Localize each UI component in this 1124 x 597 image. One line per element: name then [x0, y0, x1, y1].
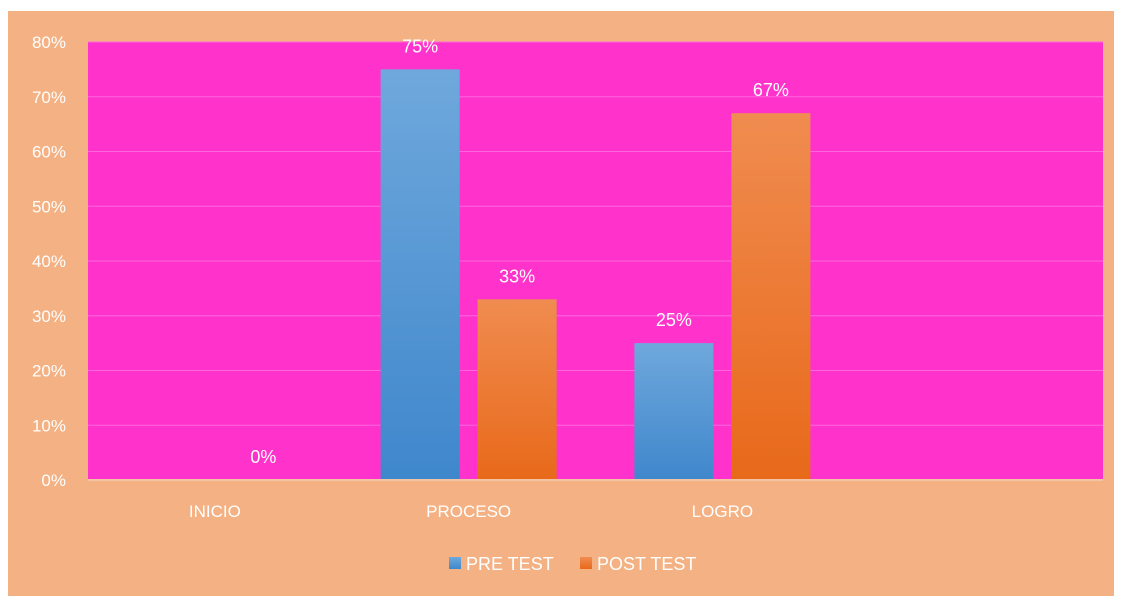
y-tick-label: 50% [32, 197, 66, 216]
x-axis: INICIO PROCESO LOGRO [189, 502, 753, 521]
legend-label: POST TEST [597, 554, 696, 574]
legend-swatch [449, 557, 461, 569]
data-label: 75% [402, 36, 438, 56]
data-label: 25% [656, 310, 692, 330]
bars: 0% 75% 33% 25% 67% [250, 36, 811, 481]
x-tick-label: INICIO [189, 502, 241, 521]
y-axis: 0% 10% 20% 30% 40% 50% 60% 70% 80% [32, 33, 66, 490]
bar-post-test-proceso [477, 299, 557, 480]
legend-swatch [580, 557, 592, 569]
y-tick-label: 20% [32, 362, 66, 381]
data-label: 67% [753, 80, 789, 100]
legend: PRE TEST POST TEST [449, 554, 696, 574]
data-label: 0% [250, 447, 276, 467]
y-tick-label: 40% [32, 252, 66, 271]
y-tick-label: 80% [32, 33, 66, 52]
bar-post-test-logro [731, 113, 811, 481]
y-tick-label: 30% [32, 307, 66, 326]
y-tick-label: 60% [32, 143, 66, 162]
data-label: 33% [499, 266, 535, 286]
y-tick-label: 0% [41, 471, 66, 490]
y-tick-label: 70% [32, 88, 66, 107]
x-tick-label: PROCESO [426, 502, 511, 521]
bar-pre-test-logro [634, 343, 714, 480]
bar-pre-test-proceso [380, 69, 460, 480]
x-tick-label: LOGRO [692, 502, 753, 521]
legend-label: PRE TEST [466, 554, 554, 574]
gridlines [88, 41, 1103, 426]
y-tick-label: 10% [32, 416, 66, 435]
